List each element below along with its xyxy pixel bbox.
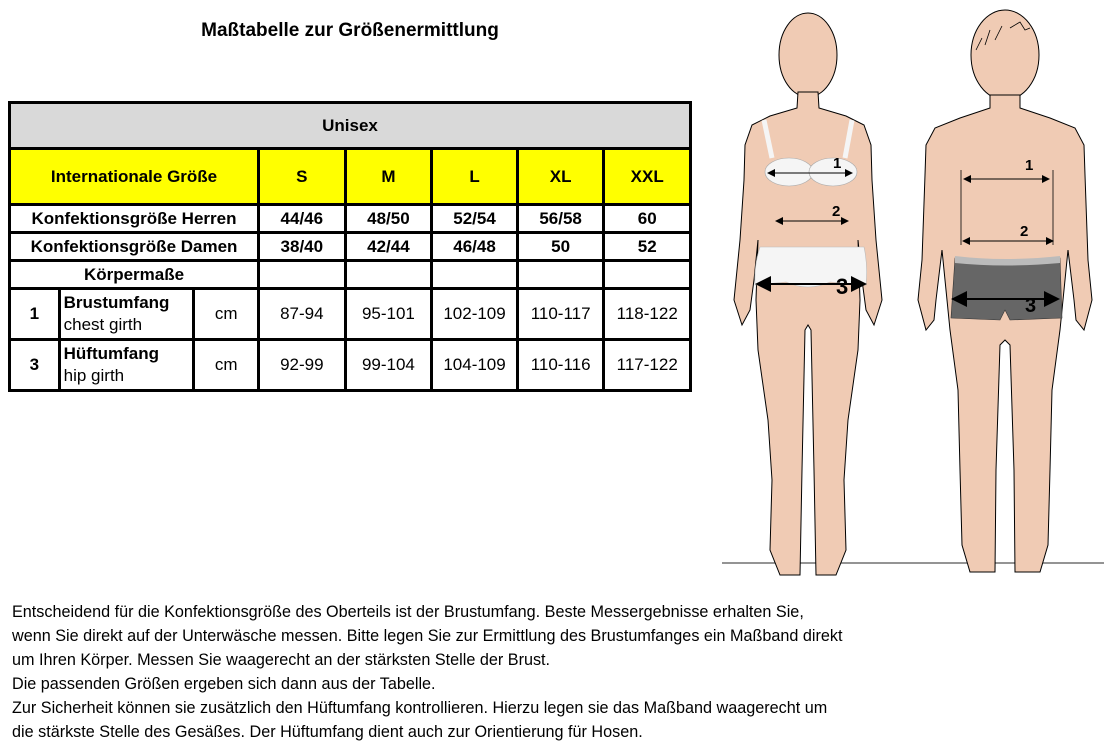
text-line: die stärkste Stelle des Gesäßes. Der Hüf… (12, 723, 643, 741)
measure-label: 1 (1025, 157, 1033, 174)
cell: 99-104 (343, 338, 434, 392)
cell: 46/48 (430, 231, 519, 262)
cell: 87-94 (257, 287, 347, 341)
cell: 104-109 (430, 338, 519, 392)
size-header: S (257, 147, 347, 206)
row-label: Konfektionsgröße Herren (7, 203, 261, 234)
bra-cup (764, 157, 814, 187)
measure-label: 1 (833, 155, 841, 172)
cell: 42/44 (343, 231, 434, 262)
cell: 52 (602, 231, 692, 262)
text-line: wenn Sie direkt auf der Unterwäsche mess… (12, 627, 843, 645)
cell: 92-99 (257, 338, 347, 392)
table-row: 3 Hüftumfang hip girth cm 92-99 99-104 10… (8, 338, 692, 392)
measure-label: 3 (836, 274, 848, 299)
man-head (970, 9, 1040, 101)
size-header: M (343, 147, 434, 206)
shorts (950, 257, 1063, 321)
measure-name-de: Hüftumfang (63, 344, 160, 363)
body-measurement-figure: 1 2 3 1 2 3 (722, 9, 1104, 576)
man-figure: 1 2 3 (917, 9, 1093, 573)
cell: 110-117 (515, 287, 606, 341)
size-header: L (430, 147, 519, 206)
international-size-label: Internationale Größe (7, 147, 261, 206)
measure-label: 2 (832, 203, 840, 220)
cell: 95-101 (343, 287, 434, 341)
instructions-text: Entscheidend für die Konfektionsgröße de… (12, 600, 1012, 744)
measure-name-de: Brustumfang (63, 293, 170, 312)
cell: 60 (602, 203, 692, 234)
cell: 44/46 (257, 203, 347, 234)
size-header: XXL (602, 147, 692, 206)
measure-name: Hüftumfang hip girth (57, 338, 196, 392)
row-label: Körpermaße (7, 259, 261, 290)
table-row: Konfektionsgröße Damen 38/40 42/44 46/48… (7, 231, 692, 262)
measure-name: Brustumfang chest girth (57, 287, 196, 341)
table-row: Konfektionsgröße Herren 44/46 48/50 52/5… (7, 203, 692, 234)
cell: 48/50 (343, 203, 434, 234)
text-line: Zur Sicherheit können sie zusätzlich den… (12, 699, 828, 717)
woman-head (778, 12, 838, 98)
cell: 118-122 (602, 287, 692, 341)
shorts-waistband (955, 256, 1060, 266)
cell: 56/58 (515, 203, 606, 234)
unit: cm (192, 287, 261, 341)
measure-name-en: hip girth (63, 366, 125, 385)
measure-number: 3 (8, 338, 61, 392)
text-line: Entscheidend für die Konfektionsgröße de… (12, 603, 804, 621)
bra-straps (761, 119, 855, 159)
measure-number: 1 (8, 287, 61, 341)
measure-name-en: chest girth (63, 315, 143, 334)
unit: cm (192, 338, 261, 392)
measure-label: 2 (1020, 223, 1028, 240)
size-header: XL (515, 147, 606, 206)
hair (975, 21, 1031, 51)
man-body (917, 94, 1093, 573)
size-table: Unisex Internationale Größe S M L XL XXL… (7, 101, 692, 392)
page-title: Maßtabelle zur Größenermittlung (201, 20, 499, 41)
woman-figure: 1 2 3 (733, 12, 883, 576)
table-row: Körpermaße (7, 259, 692, 290)
group-header: Unisex (8, 101, 692, 150)
measure-label: 3 (1025, 295, 1036, 317)
cell: 110-116 (515, 338, 606, 392)
cell: 38/40 (257, 231, 347, 262)
cell: 102-109 (430, 287, 519, 341)
panties (754, 246, 867, 288)
table-row: 1 Brustumfang chest girth cm 87-94 95-101… (8, 287, 692, 341)
cell: 50 (515, 231, 606, 262)
text-line: Die passenden Größen ergeben sich dann a… (12, 675, 436, 693)
woman-body (733, 91, 883, 576)
row-label: Konfektionsgröße Damen (7, 231, 261, 262)
cell: 52/54 (430, 203, 519, 234)
cell: 117-122 (602, 338, 692, 392)
text-line: um Ihren Körper. Messen Sie waagerecht a… (12, 651, 551, 669)
